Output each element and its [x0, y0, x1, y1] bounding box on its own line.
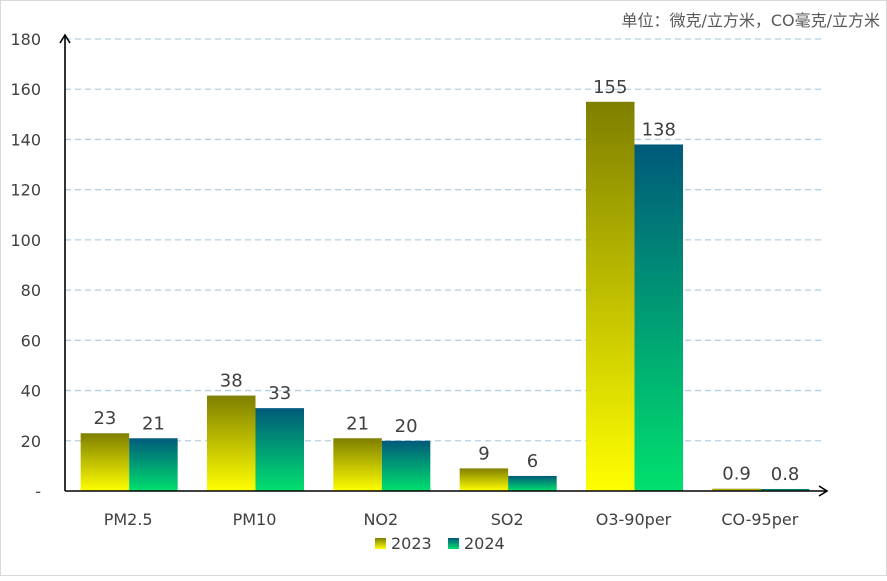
data-label: 138 [642, 119, 676, 140]
data-label: 155 [593, 77, 627, 98]
bar-2024-CO-95per [760, 488, 810, 491]
x-tick-label: PM2.5 [104, 510, 153, 529]
data-label: 0.8 [771, 464, 800, 485]
data-label: 38 [220, 371, 243, 392]
data-label: 21 [346, 413, 369, 434]
data-label: 23 [93, 408, 116, 429]
data-label: 0.9 [722, 464, 751, 485]
y-tick-label: 140 [10, 130, 41, 149]
bars [80, 101, 810, 492]
bar-2024-SO2 [508, 475, 557, 491]
x-tick-label: PM10 [233, 510, 277, 529]
data-label: 33 [268, 383, 291, 404]
bar-2023-SO2 [459, 468, 509, 491]
x-tick-label: CO-95per [721, 510, 798, 529]
x-axis-arrow [818, 485, 829, 497]
y-tick-label: - [35, 482, 41, 501]
bar-2023-PM10 [207, 395, 256, 491]
x-tick-label: SO2 [491, 510, 524, 529]
y-axis-arrow [59, 33, 71, 44]
data-label: 6 [527, 451, 538, 472]
data-label: 20 [395, 416, 418, 437]
y-tick-label: 40 [21, 382, 41, 401]
bar-2024-O3-90per [634, 144, 683, 491]
bar-2023-PM2.5 [80, 433, 130, 491]
x-tick-label: O3-90per [596, 510, 672, 529]
y-tick-label: 180 [10, 30, 41, 49]
y-tick-label: 60 [21, 331, 41, 350]
y-tick-label: 100 [10, 231, 41, 250]
axes [59, 33, 829, 497]
legend: 2023 2024 [375, 534, 505, 553]
bar-2024-PM2.5 [129, 438, 178, 491]
y-tick-label: 20 [21, 432, 41, 451]
bar-2024-PM10 [255, 408, 304, 491]
bar-2023-NO2 [333, 438, 382, 491]
y-tick-label: 80 [21, 281, 41, 300]
y-tick-label: 120 [10, 181, 41, 200]
y-tick-label: 160 [10, 80, 41, 99]
y-axis-ticks: - 20 40 60 80 100 120 140 160 180 [10, 30, 41, 501]
legend-swatch-2024 [448, 538, 459, 549]
unit-note: 单位：微克/立方米，CO毫克/立方米 [621, 11, 880, 30]
bar-2023-CO-95per [712, 488, 761, 491]
bar-2024-NO2 [381, 440, 431, 491]
legend-label: 2024 [464, 534, 505, 553]
x-axis-ticks: PM2.5 PM10 NO2 SO2 O3-90per CO-95per [104, 510, 799, 529]
gridlines [65, 38, 823, 442]
data-labels: 23 21 38 33 21 20 9 6 155 138 0.9 0.8 [93, 77, 799, 485]
data-label: 21 [142, 413, 165, 434]
data-label: 9 [478, 443, 489, 464]
legend-label: 2023 [391, 534, 432, 553]
bar-2023-O3-90per [586, 101, 635, 492]
x-tick-label: NO2 [363, 510, 398, 529]
legend-swatch-2023 [375, 538, 386, 549]
